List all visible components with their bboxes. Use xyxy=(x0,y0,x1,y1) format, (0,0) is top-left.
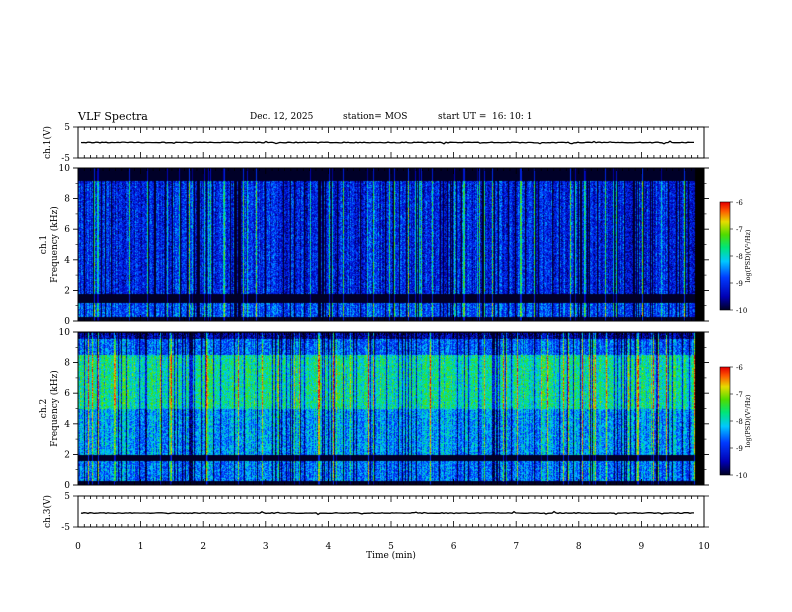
y-tick-label: 0 xyxy=(64,317,70,327)
x-tick-label: 4 xyxy=(326,542,332,552)
ch1-waveform-trace xyxy=(80,140,694,145)
station-label: station= MOS xyxy=(343,112,408,122)
x-tick-label: 3 xyxy=(263,542,269,552)
ch2-spectrogram-image xyxy=(78,332,704,485)
y-tick-label: 2 xyxy=(64,450,70,460)
x-tick-label: 0 xyxy=(75,542,81,552)
start-ut-label: start UT = xyxy=(438,112,487,122)
start-ut-value: 16: 10: 1 xyxy=(492,112,533,122)
y-tick-label: 4 xyxy=(64,420,70,430)
ch3-waveform-trace xyxy=(80,510,694,516)
x-tick-label: 5 xyxy=(388,542,394,552)
chart-title: VLF Spectra xyxy=(78,110,148,123)
y-tick-label: 5 xyxy=(64,123,70,133)
y-tick-label: 5 xyxy=(64,492,70,502)
ch2-colorbar xyxy=(720,367,730,475)
y-tick-label: 6 xyxy=(64,225,70,235)
y-tick-label: -5 xyxy=(61,154,70,164)
y-tick-label: 10 xyxy=(59,328,71,338)
ch2-spectrogram-ylabel: Frequency (kHz) xyxy=(49,370,60,447)
colorbar-tick-label: -10 xyxy=(736,307,747,315)
x-axis-label: Time (min) xyxy=(366,550,416,561)
x-tick-label: 7 xyxy=(513,542,519,552)
colorbar-tick-label: -6 xyxy=(736,364,743,372)
ch1-spectrogram-image xyxy=(78,168,704,321)
x-tick-label: 8 xyxy=(576,542,582,552)
ch1-spectrogram-ylabel: Frequency (kHz) xyxy=(49,206,60,283)
panel-frame-3 xyxy=(77,331,705,486)
colorbar-tick-label: -7 xyxy=(736,391,743,399)
ch1-spectrogram-colorbar-label: log(PSD)(V²/Hz) xyxy=(744,229,752,282)
ch2-spectrogram-channel-label: ch.2 xyxy=(39,399,49,418)
y-tick-label: 6 xyxy=(64,389,70,399)
ch1-spectrogram-colorbar-frame xyxy=(719,201,731,311)
x-tick-label: 10 xyxy=(698,542,710,552)
ch2-spectrogram-colorbar-frame xyxy=(719,366,731,476)
x-tick-label: 2 xyxy=(200,542,206,552)
x-tick-label: 6 xyxy=(451,542,457,552)
colorbar-tick-label: -9 xyxy=(736,445,743,453)
ch1-spectrogram-channel-label: ch.1 xyxy=(39,235,49,254)
y-tick-label: 8 xyxy=(64,359,70,369)
colorbar-tick-label: -8 xyxy=(736,418,743,426)
y-tick-label: 2 xyxy=(64,286,70,296)
ch2-spectrogram-plot xyxy=(78,332,704,485)
y-tick-label: 8 xyxy=(64,195,70,205)
colorbar-tick-label: -9 xyxy=(736,280,743,288)
ch2-spectrogram-colorbar-label: log(PSD)(V²/Hz) xyxy=(744,394,752,447)
date-label: Dec. 12, 2025 xyxy=(250,112,314,122)
y-tick-label: 4 xyxy=(64,256,70,266)
colorbar-tick-label: -10 xyxy=(736,472,747,480)
panel-frame-2 xyxy=(77,167,705,322)
ch1-spectrogram-plot xyxy=(78,168,704,321)
x-tick-label: 1 xyxy=(138,542,144,552)
y-tick-label: 10 xyxy=(59,164,71,174)
y-tick-label: -5 xyxy=(61,523,70,533)
colorbar-tick-label: -7 xyxy=(736,226,743,234)
ch3-waveform-ylabel: ch.3(V) xyxy=(42,495,53,528)
x-tick-label: 9 xyxy=(639,542,645,552)
ch1-colorbar xyxy=(720,202,730,310)
colorbar-tick-label: -8 xyxy=(736,253,743,261)
y-tick-label: 0 xyxy=(64,481,70,491)
colorbar-tick-label: -6 xyxy=(736,199,743,207)
ch1-waveform-ylabel: ch.1(V) xyxy=(42,126,53,159)
